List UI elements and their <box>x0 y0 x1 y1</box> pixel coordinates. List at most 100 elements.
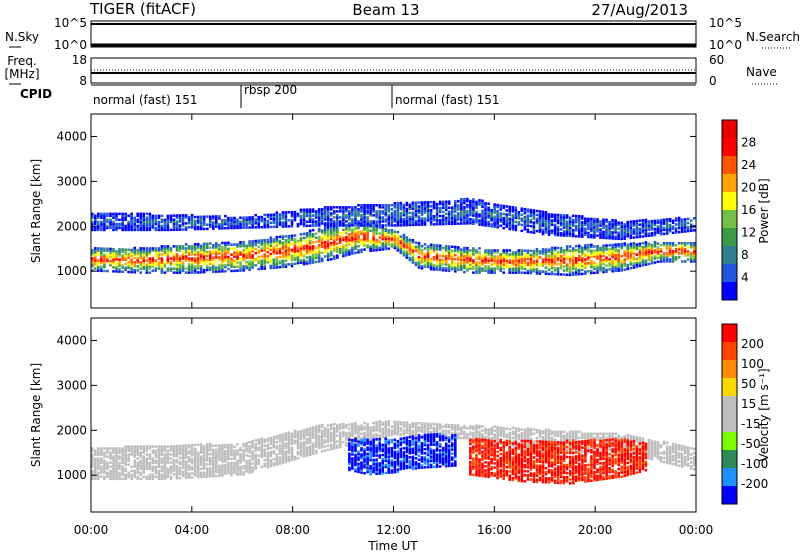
heatmap-cell <box>635 257 639 260</box>
heatmap-cell <box>686 221 690 225</box>
heatmap-cell <box>239 267 242 270</box>
heatmap-cell <box>184 450 188 453</box>
heatmap-cell <box>112 477 115 481</box>
heatmap-cell <box>230 216 233 220</box>
heatmap-cell <box>511 214 515 217</box>
heatmap-cell <box>296 452 300 456</box>
heatmap-cell <box>224 450 227 453</box>
heatmap-cell <box>647 262 651 266</box>
heatmap-cell <box>112 270 115 273</box>
heatmap-cell <box>345 432 348 435</box>
heatmap-cell <box>469 222 472 225</box>
heatmap-cell <box>653 229 657 233</box>
heatmap-cell <box>202 227 206 231</box>
heatmap-cell <box>478 203 481 206</box>
heatmap-cell <box>326 234 330 237</box>
heatmap-cell <box>323 236 327 240</box>
heatmap-cell <box>414 215 418 218</box>
heatmap-cell <box>387 231 390 234</box>
heatmap-cell <box>311 241 315 244</box>
heatmap-cell <box>478 271 481 274</box>
heatmap-cell <box>608 258 611 261</box>
heatmap-cell <box>124 256 127 259</box>
heatmap-cell <box>617 231 620 234</box>
heatmap-cell <box>626 235 629 238</box>
heatmap-cell <box>408 246 412 250</box>
heatmap-cell <box>311 235 315 238</box>
heatmap-cell <box>94 463 97 466</box>
heatmap-cell <box>466 222 469 225</box>
heatmap-cell <box>617 221 620 224</box>
heatmap-cell <box>599 256 602 260</box>
heatmap-cell <box>193 251 197 254</box>
heatmap-cell <box>348 431 351 434</box>
heatmap-cell <box>236 218 239 222</box>
heatmap-cell <box>390 216 394 219</box>
heatmap-cell <box>91 261 94 264</box>
heatmap-cell <box>212 475 215 478</box>
heatmap-cell <box>632 248 636 251</box>
heatmap-cell <box>139 265 142 268</box>
heatmap-cell <box>550 252 554 256</box>
heatmap-cell <box>587 243 590 247</box>
heatmap-cell <box>590 255 593 259</box>
heatmap-cell <box>236 467 239 470</box>
heatmap-cell <box>154 255 158 258</box>
heatmap-cell <box>626 249 629 252</box>
heatmap-cell <box>290 458 294 462</box>
heatmap-cell <box>157 249 161 252</box>
heatmap-cell <box>593 263 596 266</box>
heatmap-cell <box>121 212 124 216</box>
heatmap-cell <box>411 203 415 206</box>
heatmap-cell <box>620 237 623 241</box>
heatmap-cell <box>357 429 360 432</box>
heatmap-cell <box>423 207 427 210</box>
heatmap-cell <box>281 459 285 462</box>
heatmap-cell <box>281 453 285 456</box>
heatmap-cell <box>626 226 629 230</box>
heatmap-cell <box>239 243 242 246</box>
heatmap-cell <box>302 254 306 258</box>
heatmap-cell <box>196 221 200 225</box>
heatmap-cell <box>133 451 136 454</box>
heatmap-cell <box>224 270 227 273</box>
heatmap-cell <box>145 457 149 460</box>
heatmap-cell <box>175 255 179 258</box>
heatmap-cell <box>511 210 515 213</box>
heatmap-cell <box>157 220 161 224</box>
heatmap-cell <box>336 206 339 209</box>
heatmap-cell <box>154 469 158 473</box>
heatmap-cell <box>565 220 569 223</box>
heatmap-cell <box>345 434 348 437</box>
heatmap-cell <box>142 463 145 466</box>
heatmap-cell <box>562 253 566 256</box>
heatmap-cell <box>372 206 375 209</box>
heatmap-cell <box>181 216 185 219</box>
heatmap-cell <box>326 252 330 255</box>
heatmap-cell <box>103 463 106 466</box>
heatmap-cell <box>314 437 318 440</box>
heatmap-cell <box>314 232 318 235</box>
heatmap-cell <box>535 258 539 261</box>
heatmap-cell <box>266 459 270 463</box>
heatmap-cell <box>526 214 530 217</box>
heatmap-cell <box>215 225 218 228</box>
heatmap-cell <box>166 224 170 228</box>
heatmap-cell <box>242 459 245 462</box>
heatmap-cell <box>224 245 227 249</box>
heatmap-cell <box>227 449 230 453</box>
heatmap-cell <box>172 453 176 456</box>
heatmap-cell <box>193 463 197 467</box>
heatmap-cell <box>408 258 412 262</box>
heatmap-cell <box>547 258 551 261</box>
heatmap-cell <box>190 468 194 471</box>
heatmap-cell <box>293 218 297 222</box>
heatmap-cell <box>572 220 575 224</box>
heatmap-cell <box>218 215 221 218</box>
heatmap-cell <box>172 467 176 470</box>
heatmap-cell <box>148 467 152 470</box>
heatmap-cell <box>103 467 106 470</box>
heatmap-cell <box>308 233 312 236</box>
heatmap-cell <box>466 261 469 264</box>
heatmap-cell <box>269 238 273 241</box>
